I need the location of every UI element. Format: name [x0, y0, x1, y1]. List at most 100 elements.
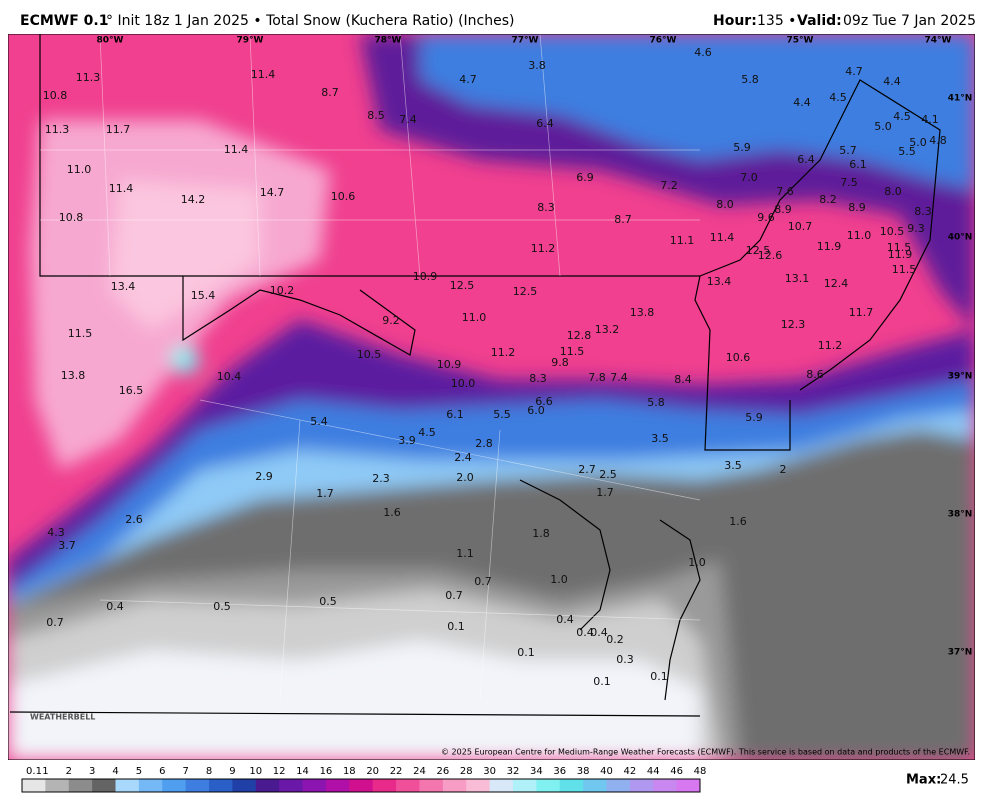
snow-value: 12.4 — [824, 277, 849, 290]
snow-value: 11.4 — [251, 68, 276, 81]
colorbar-swatch — [653, 779, 678, 792]
snow-value: 11.4 — [109, 182, 134, 195]
snow-value: 11.3 — [45, 123, 70, 136]
lon-label: 79°W — [237, 36, 264, 46]
snow-value: 10.5 — [880, 225, 905, 238]
snow-value: 1.7 — [316, 487, 334, 500]
colorbar-label: 0.1 — [26, 766, 42, 777]
snow-value: 13.4 — [707, 275, 732, 288]
snow-value: 10.0 — [451, 377, 476, 390]
snow-value: 12.8 — [567, 329, 592, 342]
snow-value: 2.0 — [456, 471, 474, 484]
snow-value: 4.4 — [883, 75, 901, 88]
snow-value: 0.4 — [106, 600, 124, 613]
colorbar-swatch — [419, 779, 444, 792]
colorbar-swatch — [138, 779, 163, 792]
snow-value: 13.8 — [61, 369, 86, 382]
snow-value: 11.2 — [491, 346, 516, 359]
snow-value: 8.6 — [806, 368, 824, 381]
colorbar-label: 12 — [273, 766, 286, 777]
lat-label: 38°N — [948, 510, 973, 520]
snow-value: 6.1 — [446, 408, 464, 421]
valid: 09z Tue 7 Jan 2025 — [843, 13, 976, 29]
snow-value: 0.5 — [319, 595, 337, 608]
snow-value: 2.9 — [255, 470, 273, 483]
lon-label: 76°W — [650, 36, 677, 46]
snow-value: 11.2 — [531, 242, 556, 255]
snow-value: 12.5 — [450, 279, 475, 292]
snow-value: 0.7 — [46, 616, 64, 629]
snow-value: 1.8 — [532, 527, 550, 540]
colorbar-swatch — [232, 779, 257, 792]
snow-value: 10.8 — [43, 89, 68, 102]
snow-value: 8.0 — [884, 185, 902, 198]
borders — [9, 34, 941, 717]
snow-value: 10.4 — [217, 370, 242, 383]
snow-value: 10.5 — [357, 348, 382, 361]
snow-value: 10.8 — [59, 211, 84, 224]
snow-value: 9.6 — [757, 211, 775, 224]
snow-value: 7.6 — [776, 185, 794, 198]
snow-value: 8.3 — [529, 372, 547, 385]
snow-value: 6.0 — [527, 404, 545, 417]
snow-value: 2.7 — [578, 463, 596, 476]
colorbar-label: 32 — [507, 766, 520, 777]
snow-value: 5.0 — [874, 120, 892, 133]
snow-value: 8.9 — [774, 203, 792, 216]
snow-value: 8.7 — [321, 86, 339, 99]
colorbar-label: 14 — [296, 766, 309, 777]
snow-value: 0.7 — [445, 589, 463, 602]
snow-value: 5.8 — [647, 396, 665, 409]
max-label: Max: — [906, 773, 941, 788]
snow-value: 1.1 — [456, 547, 474, 560]
snow-value: 8.7 — [614, 213, 632, 226]
snow-value: 10.2 — [270, 284, 295, 297]
snow-value: 1.0 — [550, 573, 568, 586]
snow-value: 0.7 — [474, 575, 492, 588]
lat-label: 39°N — [948, 372, 973, 382]
colorbar-label: 10 — [249, 766, 262, 777]
snow-value: 8.4 — [674, 373, 692, 386]
colorbar-label: 7 — [182, 766, 188, 777]
snow-value: 11.0 — [847, 229, 872, 242]
snow-value: 11.7 — [849, 306, 874, 319]
snow-value: 7.4 — [399, 113, 417, 126]
snow-value: 13.1 — [785, 272, 810, 285]
snow-value: 1.0 — [688, 556, 706, 569]
snow-value: 12.6 — [758, 249, 783, 262]
colorbar-label: 30 — [483, 766, 496, 777]
snow-value: 11.5 — [560, 345, 585, 358]
snow-value: 2.4 — [454, 451, 472, 464]
snow-value: 3.5 — [651, 432, 669, 445]
snow-value: 12.5 — [513, 285, 538, 298]
lon-label: 75°W — [787, 36, 814, 46]
snow-value: 8.0 — [716, 198, 734, 211]
lon-label: 78°W — [375, 36, 402, 46]
colorbar-swatch — [629, 779, 654, 792]
valid-label: Valid: — [797, 13, 842, 29]
snow-value: 0.4 — [590, 626, 608, 639]
colorbar-swatch — [606, 779, 631, 792]
snow-value: 8.5 — [367, 109, 385, 122]
colorbar-label: 36 — [553, 766, 566, 777]
lat-label: 40°N — [948, 233, 973, 243]
snow-value: 3.9 — [398, 434, 416, 447]
colorbar-swatch — [489, 779, 514, 792]
snow-value: 1.6 — [729, 515, 747, 528]
snow-value: 3.7 — [58, 539, 76, 552]
snow-value: 5.9 — [733, 141, 751, 154]
colorbar-swatch — [349, 779, 374, 792]
snow-value: 0.1 — [650, 670, 668, 683]
snow-value: 3.5 — [724, 459, 742, 472]
colorbar-label: 4 — [112, 766, 118, 777]
colorbar-label: 20 — [366, 766, 379, 777]
lon-label: 77°W — [512, 36, 539, 46]
snow-value: 0.1 — [593, 675, 611, 688]
snow-value: 11.3 — [76, 71, 101, 84]
colorbar-swatch — [676, 779, 701, 792]
snow-value: 4.4 — [793, 96, 811, 109]
map — [8, 34, 975, 760]
colorbar-label: 9 — [229, 766, 235, 777]
snow-value: 11.5 — [887, 241, 912, 254]
snow-value: 3.8 — [528, 59, 546, 72]
